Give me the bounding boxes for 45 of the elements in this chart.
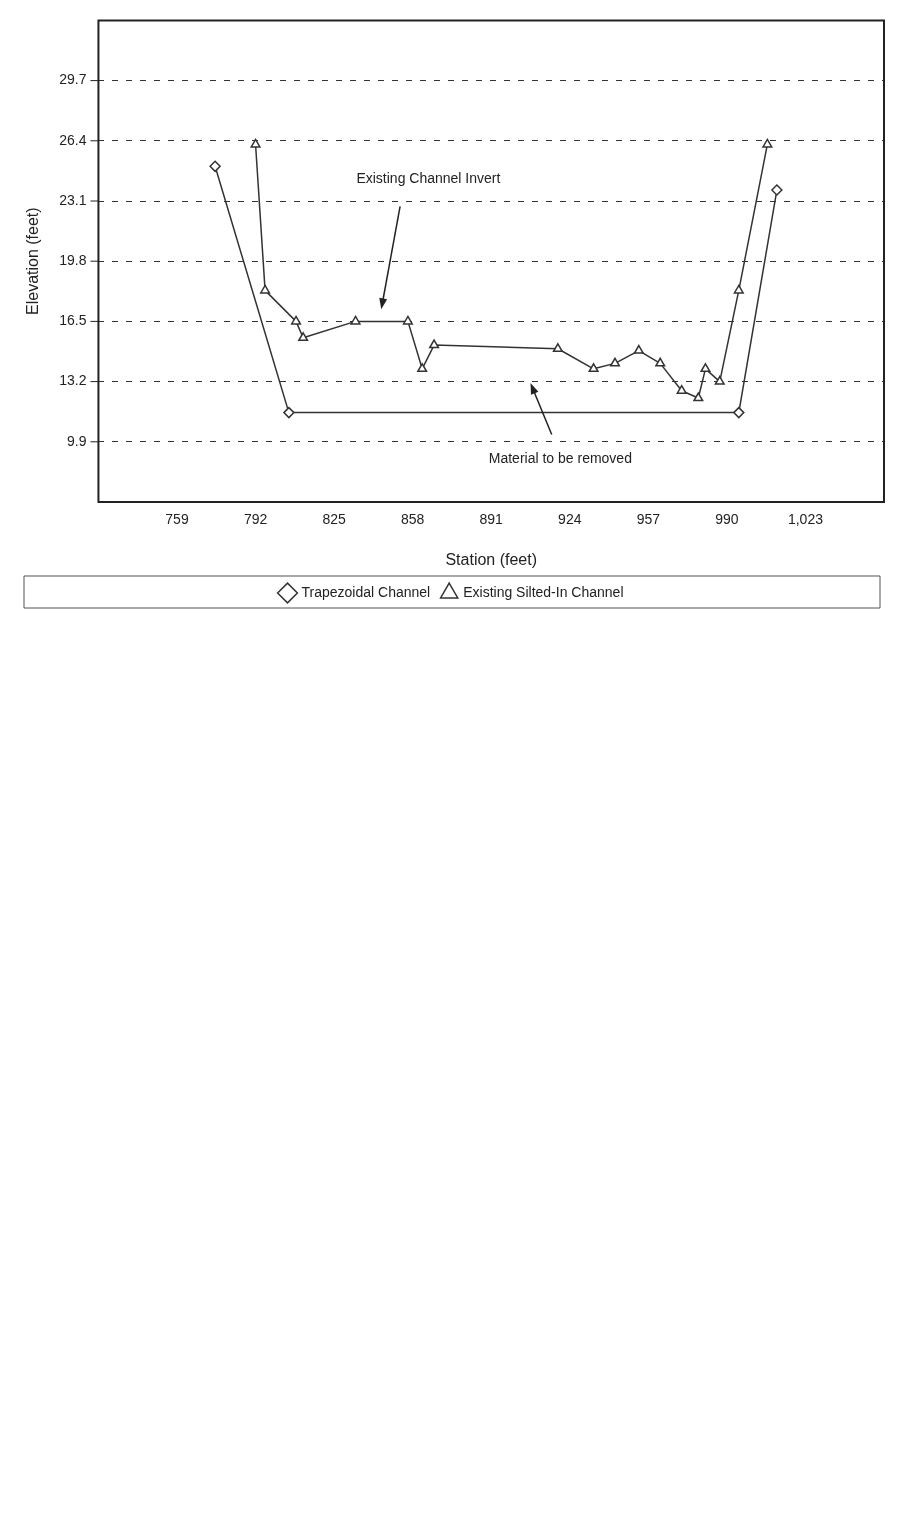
- point: [733, 284, 744, 294]
- x-tick-label: 990: [715, 511, 739, 528]
- point: [260, 284, 271, 294]
- y-tick-label: 23.1: [59, 191, 87, 208]
- point: [552, 343, 563, 353]
- x-tick-label: 858: [400, 511, 425, 528]
- y-tick-label: 29.7: [59, 71, 87, 88]
- point: [762, 138, 773, 148]
- point: [588, 363, 599, 373]
- x-tick-label: 825: [322, 511, 347, 528]
- x-tick-label: 1,023: [787, 511, 824, 528]
- point: [283, 406, 295, 419]
- point: [676, 384, 687, 394]
- x-tick-label: 891: [479, 511, 504, 528]
- point: [298, 332, 309, 342]
- point: [417, 363, 428, 373]
- y-axis-title: Elevation (feet): [24, 207, 42, 315]
- point: [429, 339, 440, 349]
- point: [350, 315, 361, 325]
- x-axis-title: Station (feet): [445, 550, 538, 568]
- annotation: Existing Channel Invert: [356, 170, 501, 187]
- point: [700, 363, 711, 373]
- point: [771, 184, 783, 196]
- point: [693, 392, 704, 402]
- y-tick-label: 9.9: [66, 432, 87, 449]
- point: [402, 315, 413, 325]
- y-tick-label: 26.4: [59, 131, 87, 148]
- point: [633, 344, 644, 354]
- point: [655, 357, 666, 367]
- point: [209, 160, 221, 173]
- point: [609, 357, 621, 367]
- point: [290, 315, 302, 325]
- point: [250, 138, 261, 148]
- point: [714, 375, 725, 385]
- annotation: Material to be removed: [488, 449, 632, 466]
- x-tick-label: 957: [636, 511, 661, 528]
- y-tick-label: 16.5: [59, 312, 87, 329]
- legend-label: Existing Silted-In Channel: [463, 583, 624, 600]
- x-tick-label: 759: [165, 511, 189, 528]
- x-tick-label: 792: [243, 511, 268, 528]
- y-tick-label: 13.2: [59, 372, 87, 389]
- point: [733, 406, 745, 419]
- y-tick-label: 19.8: [59, 252, 87, 269]
- legend-label: Trapezoidal Channel: [301, 583, 431, 600]
- x-tick-label: 924: [558, 511, 582, 528]
